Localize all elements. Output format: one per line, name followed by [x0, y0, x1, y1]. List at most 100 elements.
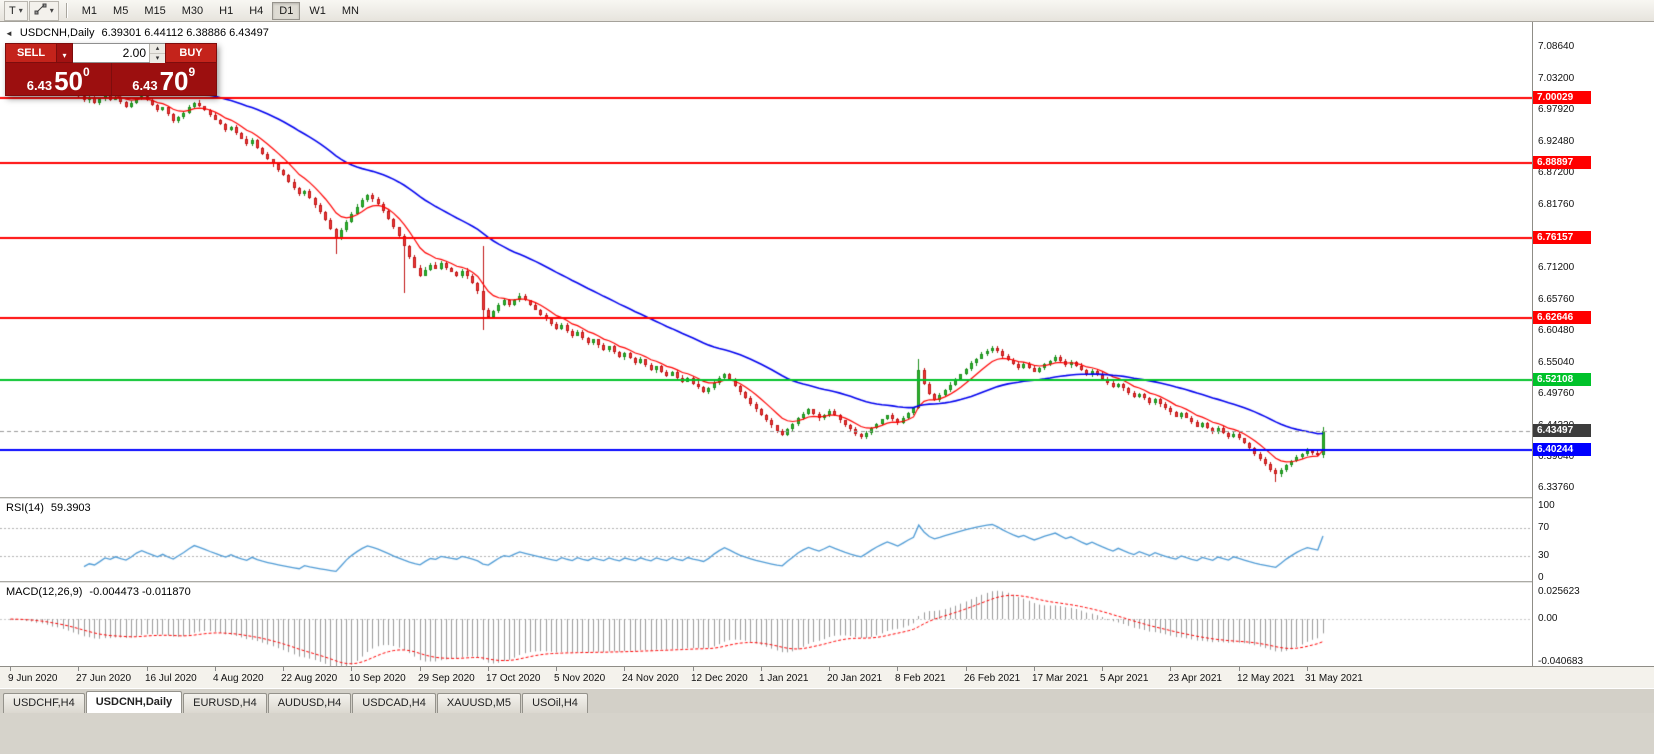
date-label: 26 Feb 2021 [964, 673, 1021, 684]
price-axis-label: 7.08640 [1538, 41, 1575, 52]
sell-button[interactable]: SELL [5, 43, 57, 63]
date-tick [78, 667, 79, 671]
price-chart-panel: ◄ USDCNH,Daily 6.39301 6.44112 6.38886 6… [0, 22, 1532, 497]
draw-objects-button[interactable]: ▾ [28, 0, 59, 21]
ask-price-prefix: 6.43 [132, 78, 158, 93]
price-axis-label: 6.87200 [1538, 167, 1575, 178]
rsi-chart-canvas[interactable] [0, 499, 1532, 581]
price-axis-label: 6.33760 [1538, 482, 1575, 493]
rsi-axis-label: 70 [1538, 522, 1550, 533]
chart-tab-usdcad[interactable]: USDCAD,H4 [352, 693, 436, 713]
timeframe-button-m1[interactable]: M1 [81, 4, 98, 17]
trendline-icon [34, 3, 47, 18]
macd-panel: MACD(12,26,9) -0.004473 -0.011870 [0, 583, 1532, 666]
timeframe-button-mn[interactable]: MN [341, 4, 359, 17]
rsi-axis-label: 0 [1538, 572, 1544, 583]
trade-controls-row: SELL ▾ ▴ ▾ BUY [5, 43, 217, 63]
buy-button[interactable]: BUY [165, 43, 217, 63]
toolbar: T ▾ ▾ M1 M5 M15 M30 H1 H4 D1 W1 MN [0, 0, 1654, 22]
macd-axis-label: 0.025623 [1538, 586, 1580, 597]
macd-indicator-values: -0.004473 -0.011870 [89, 586, 191, 598]
level-price-badge: 6.62646 [1533, 311, 1591, 324]
date-label: 10 Sep 2020 [349, 673, 406, 684]
date-tick [147, 667, 148, 671]
panel-splitter[interactable] [0, 581, 1654, 583]
date-tick [966, 667, 967, 671]
chart-symbol-period: USDCNH,Daily [19, 27, 95, 39]
level-price-badge: 6.40244 [1533, 443, 1591, 456]
date-tick [215, 667, 216, 671]
volume-field: ▴ ▾ [73, 43, 165, 63]
date-label: 12 Dec 2020 [691, 673, 748, 684]
chart-tab-usoil[interactable]: USOil,H4 [522, 693, 588, 713]
chart-tab-xauusd[interactable]: XAUUSD,M5 [436, 693, 522, 713]
macd-axis-label: 0.00 [1538, 613, 1558, 624]
date-tick [1034, 667, 1035, 671]
volume-increase-button[interactable]: ▴ [150, 44, 165, 54]
chart-tab-usdcnh[interactable]: USDCNH,Daily [85, 691, 183, 713]
rsi-axis-label: 100 [1538, 500, 1555, 511]
date-tick [1102, 667, 1103, 671]
date-tick [761, 667, 762, 671]
volume-spinner: ▴ ▾ [149, 44, 165, 63]
time-axis[interactable]: 9 Jun 2020 27 Jun 2020 16 Jul 2020 4 Aug 20… [0, 666, 1654, 688]
volume-dropdown-button[interactable]: ▾ [57, 43, 73, 63]
volume-input[interactable] [73, 44, 149, 62]
price-axis-label: 6.92480 [1538, 136, 1575, 147]
timeframe-button-m5[interactable]: M5 [113, 4, 129, 17]
chart-tab-audusd[interactable]: AUDUSD,H4 [267, 693, 352, 713]
timeframe-button-d1[interactable]: D1 [272, 1, 301, 20]
timeframe-button-m30[interactable]: M30 [181, 4, 204, 17]
date-label: 8 Feb 2021 [895, 673, 946, 684]
timeframe-button-m15[interactable]: M15 [144, 4, 166, 17]
rsi-header: RSI(14) 59.3903 [6, 502, 91, 514]
ask-price-button[interactable]: 6.43 70 9 [110, 63, 217, 96]
chevron-down-icon: ▾ [49, 5, 54, 15]
ask-price-big: 70 [159, 66, 189, 96]
timeframe-button-w1[interactable]: W1 [309, 4, 326, 17]
date-label: 23 Apr 2021 [1168, 673, 1222, 684]
price-axis-label: 7.03200 [1538, 73, 1575, 84]
price-axis-label: 6.71200 [1538, 262, 1575, 273]
date-tick [10, 667, 11, 671]
price-axis-label: 6.55040 [1538, 357, 1575, 368]
panel-splitter[interactable] [0, 497, 1654, 499]
date-label: 12 May 2021 [1237, 673, 1295, 684]
bid-price-point: 0 [83, 65, 90, 79]
date-label: 29 Sep 2020 [418, 673, 475, 684]
date-tick [1239, 667, 1240, 671]
date-label: 1 Jan 2021 [759, 673, 809, 684]
bid-price-big: 50 [54, 66, 84, 96]
timeframe-buttons: M1 M5 M15 M30 H1 H4 D1 W1 MN [75, 1, 366, 20]
volume-decrease-button[interactable]: ▾ [150, 54, 165, 63]
pointer-tool-label: T [9, 4, 16, 17]
date-tick [1170, 667, 1171, 671]
timeframe-button-h4[interactable]: H4 [249, 4, 264, 17]
chart-tab-usdchf[interactable]: USDCHF,H4 [3, 693, 85, 713]
date-label: 5 Apr 2021 [1100, 673, 1149, 684]
chart-ohlc-values: 6.39301 6.44112 6.38886 6.43497 [101, 27, 269, 39]
date-tick [624, 667, 625, 671]
rsi-indicator-value: 59.3903 [50, 502, 91, 514]
timeframe-button-h1[interactable]: H1 [219, 4, 234, 17]
chart-tab-eurusd[interactable]: EURUSD,H4 [183, 693, 267, 713]
pointer-tool-button[interactable]: T ▾ [4, 0, 28, 21]
price-axis-label: 6.97920 [1538, 104, 1575, 115]
bid-price-button[interactable]: 6.43 50 0 [6, 63, 111, 95]
price-axis[interactable]: 7.08640 7.03200 6.97920 6.92480 6.87200 6.817… [1532, 22, 1654, 667]
macd-header: MACD(12,26,9) -0.004473 -0.011870 [6, 586, 191, 598]
price-chart-canvas[interactable] [0, 22, 1532, 497]
date-tick [556, 667, 557, 671]
date-label: 5 Nov 2020 [554, 673, 606, 684]
date-tick [351, 667, 352, 671]
level-price-badge: 6.52108 [1533, 373, 1591, 386]
macd-chart-canvas[interactable] [0, 583, 1532, 666]
chart-title: ◄ USDCNH,Daily 6.39301 6.44112 6.38886 6… [5, 27, 269, 39]
date-tick [693, 667, 694, 671]
date-tick [897, 667, 898, 671]
date-label: 20 Jan 2021 [827, 673, 883, 684]
date-tick [829, 667, 830, 671]
ask-price-point: 9 [188, 65, 196, 79]
date-label: 24 Nov 2020 [622, 673, 679, 684]
